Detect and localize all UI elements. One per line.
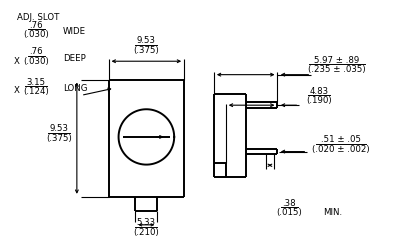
Text: .38: .38	[282, 199, 296, 208]
Text: WIDE: WIDE	[63, 27, 86, 36]
Text: (.235 ± .035): (.235 ± .035)	[308, 65, 366, 74]
Text: .76: .76	[30, 47, 43, 57]
Text: 9.53: 9.53	[137, 37, 156, 45]
Text: (.375): (.375)	[134, 46, 159, 55]
Text: DEEP: DEEP	[63, 54, 86, 62]
Text: LONG: LONG	[63, 84, 88, 93]
Text: (.190): (.190)	[306, 96, 332, 105]
Text: .51 ± .05: .51 ± .05	[321, 135, 361, 144]
Text: 4.83: 4.83	[310, 86, 329, 96]
Text: 3.15: 3.15	[27, 78, 46, 87]
Text: ADJ. SLOT: ADJ. SLOT	[17, 13, 60, 22]
Text: 9.53: 9.53	[50, 124, 68, 133]
Text: MIN.: MIN.	[323, 208, 342, 217]
Text: (.210): (.210)	[134, 228, 159, 237]
Text: (.020 ± .002): (.020 ± .002)	[312, 145, 370, 154]
Text: (.030): (.030)	[24, 57, 49, 66]
Text: .76: .76	[30, 21, 43, 30]
Text: 5.33: 5.33	[137, 218, 156, 227]
Text: (.375): (.375)	[46, 134, 72, 143]
Text: X: X	[13, 57, 19, 66]
Text: (.015): (.015)	[276, 208, 302, 217]
Text: (.124): (.124)	[24, 87, 49, 96]
Text: 5.97 ± .89: 5.97 ± .89	[314, 56, 360, 65]
Text: (.030): (.030)	[24, 30, 49, 39]
Text: X: X	[13, 86, 19, 95]
